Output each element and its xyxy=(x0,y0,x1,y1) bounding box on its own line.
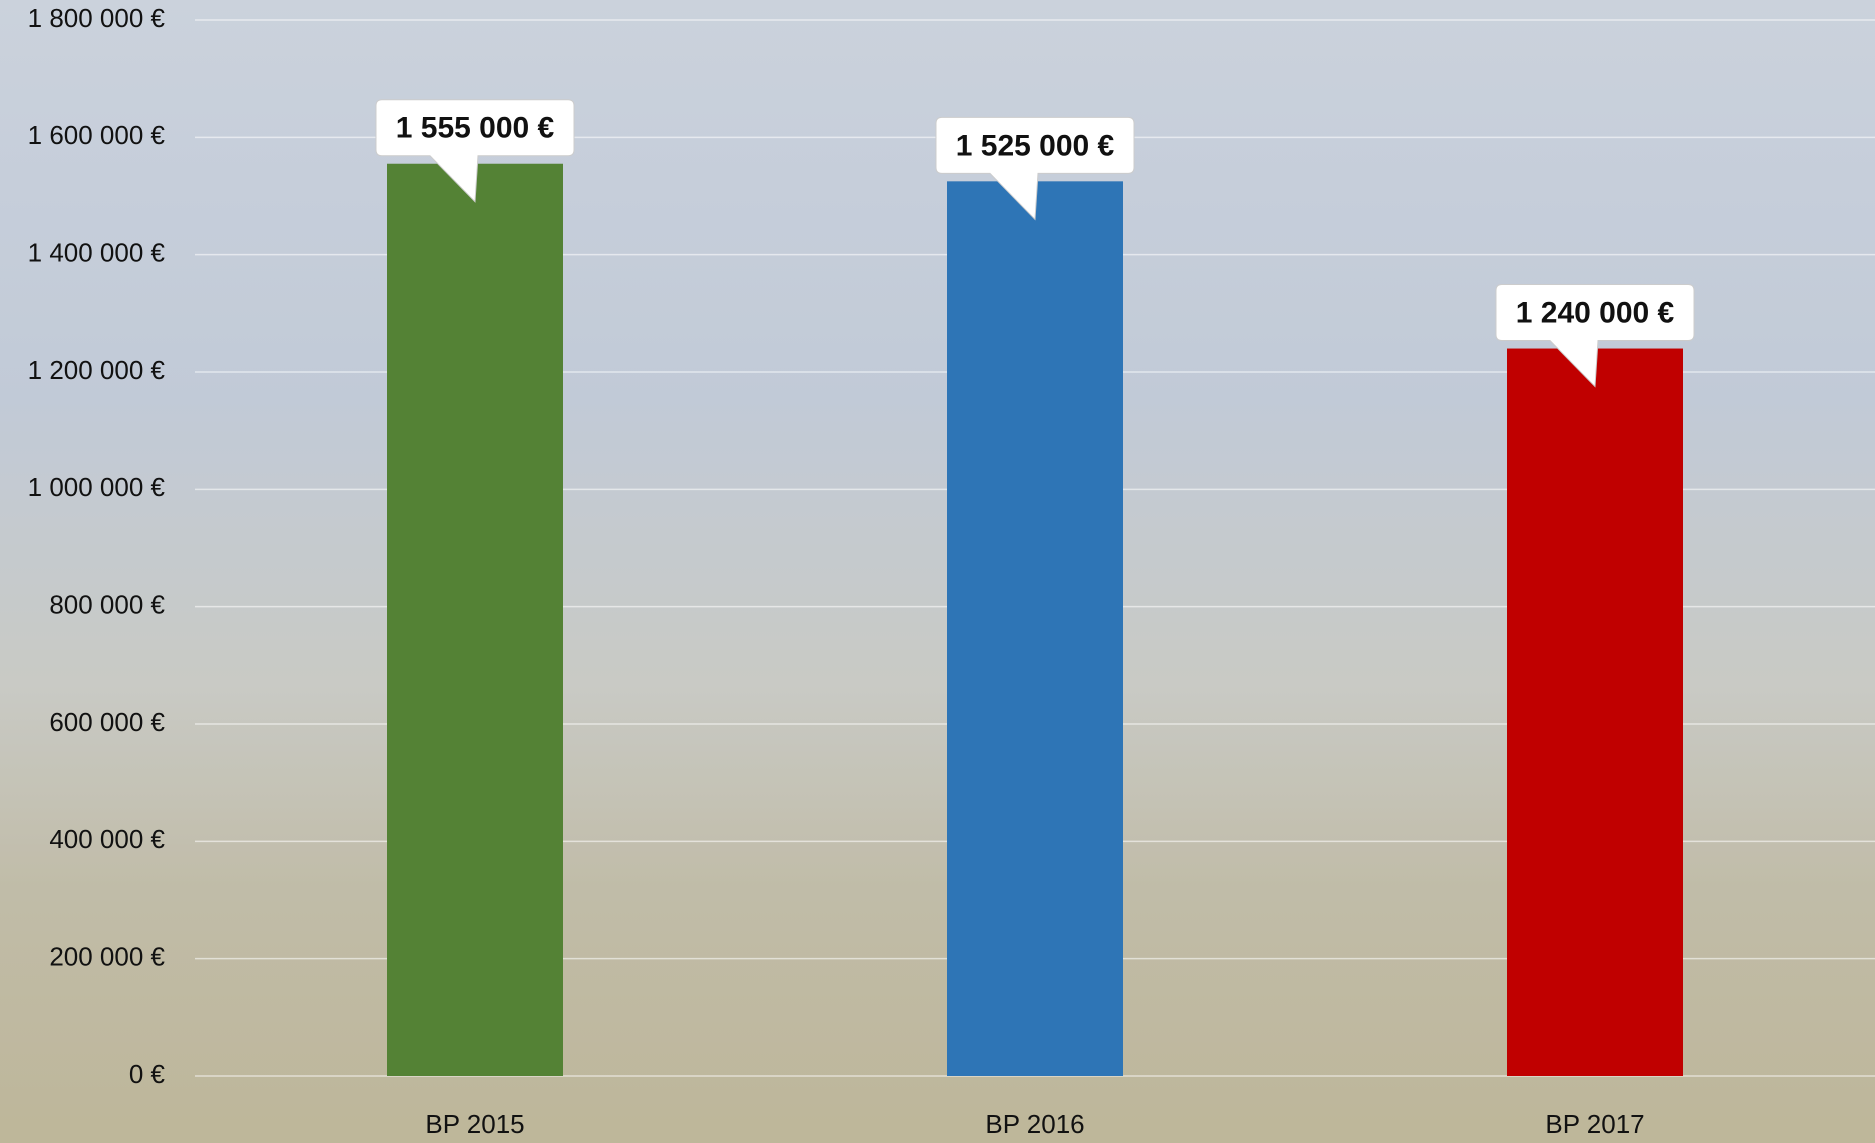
y-tick-label: 1 800 000 € xyxy=(28,3,166,33)
y-tick-label: 200 000 € xyxy=(49,942,165,972)
y-tick-label: 1 600 000 € xyxy=(28,120,166,150)
bar xyxy=(387,163,563,1076)
y-tick-label: 1 400 000 € xyxy=(28,238,166,268)
x-tick-label: BP 2015 xyxy=(425,1109,524,1139)
data-label-callout xyxy=(935,116,1135,221)
y-tick-label: 800 000 € xyxy=(49,590,165,620)
data-label: 1 240 000 € xyxy=(1516,296,1675,329)
y-tick-label: 1 000 000 € xyxy=(28,472,166,502)
data-label: 1 525 000 € xyxy=(956,129,1115,162)
y-tick-label: 600 000 € xyxy=(49,707,165,737)
data-label: 1 555 000 € xyxy=(396,112,555,145)
y-tick-label: 400 000 € xyxy=(49,824,165,854)
data-label-callout xyxy=(1495,284,1695,388)
bar xyxy=(947,181,1123,1077)
bar xyxy=(1507,348,1683,1076)
x-tick-label: BP 2017 xyxy=(1545,1109,1644,1139)
y-tick-label: 1 200 000 € xyxy=(28,355,166,385)
data-label-callout xyxy=(375,99,575,203)
y-tick-label: 0 € xyxy=(129,1059,166,1089)
x-tick-label: BP 2016 xyxy=(985,1109,1084,1139)
